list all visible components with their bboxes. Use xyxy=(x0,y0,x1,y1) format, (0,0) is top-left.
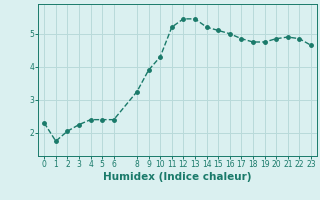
X-axis label: Humidex (Indice chaleur): Humidex (Indice chaleur) xyxy=(103,172,252,182)
